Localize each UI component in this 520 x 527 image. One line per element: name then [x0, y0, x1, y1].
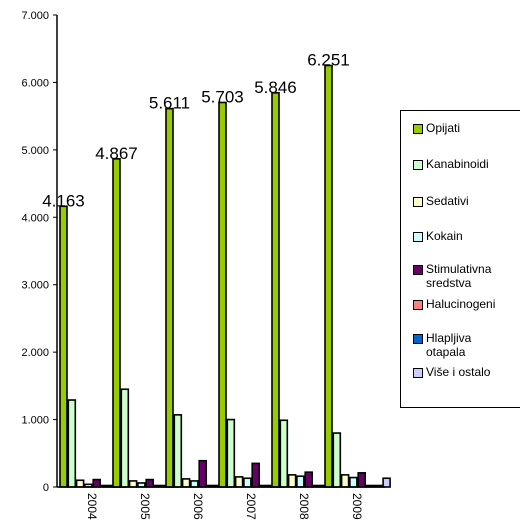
x-tick-label: 2009 — [350, 493, 364, 520]
legend-item: Hlapljiva otapala — [413, 331, 511, 359]
legend-swatch — [413, 197, 423, 207]
x-tick-label: 2007 — [244, 493, 258, 520]
legend-label: Stimulativna sredstva — [426, 262, 492, 290]
bar-kanabinoidi-2007 — [226, 418, 236, 488]
x-tick-label: 2008 — [297, 493, 311, 520]
legend-label: Sedativi — [426, 194, 469, 208]
bar-sedativi-2006 — [181, 478, 191, 488]
bar-opijati-2009 — [324, 64, 333, 488]
y-tick-label: 4.000 — [21, 212, 49, 224]
data-label: 5.846 — [254, 78, 297, 97]
legend-label: Hlapljiva otapala — [426, 331, 472, 359]
bar-stimulativna-sredstva-2006 — [198, 459, 207, 488]
legend-label: Opijati — [426, 121, 461, 135]
y-tick-label: 0 — [43, 482, 49, 494]
bar-opijati-2007 — [218, 101, 227, 488]
legend-item: Kokain — [413, 229, 463, 243]
bar-kokain-2006 — [190, 480, 199, 488]
bar-stimulativna-sredstva-2008 — [304, 471, 314, 488]
legend-label: Kokain — [426, 229, 463, 243]
bar-kanabinoidi-2009 — [332, 432, 342, 488]
bar-sedativi-2004 — [75, 479, 85, 488]
legend-item: Kanabinoidi — [413, 157, 489, 171]
bar-kokain-2009 — [349, 476, 358, 488]
bar-kanabinoidi-2006 — [173, 414, 183, 488]
legend-item: Više i ostalo — [413, 365, 490, 379]
legend-item: Opijati — [413, 121, 460, 135]
bar-opijati-2005 — [112, 158, 121, 488]
legend-swatch — [413, 300, 423, 310]
y-tick-label: 7.000 — [21, 10, 49, 22]
legend-item: Stimulativna sredstva — [413, 262, 511, 290]
y-tick-label: 6.000 — [21, 77, 49, 89]
bar-kokain-2008 — [296, 475, 305, 488]
data-label: 4.163 — [42, 191, 85, 210]
bar-sedativi-2009 — [340, 474, 350, 488]
legend-label: Kanabinoidi — [426, 157, 489, 171]
y-tick-label: 2.000 — [21, 347, 49, 359]
bar-opijati-2008 — [271, 92, 280, 488]
bar-opijati-2006 — [165, 107, 174, 488]
bar-sedativi-2005 — [128, 480, 138, 488]
bar-opijati-2004 — [59, 205, 68, 488]
bar-stimulativna-sredstva-2004 — [92, 478, 101, 488]
y-tick-label: 3.000 — [21, 280, 49, 292]
bar-stimulativna-sredstva-2009 — [357, 472, 367, 488]
data-label: 6.251 — [307, 51, 350, 70]
chart-legend: Opijati Kanabinoidi Sedativi Kokain Stimulat… — [400, 110, 520, 408]
x-tick-label: 2006 — [191, 493, 205, 520]
legend-label: Halucinogeni — [426, 297, 496, 311]
bar-sedativi-2008 — [287, 474, 297, 488]
bar-stimulativna-sredstva-2005 — [145, 478, 154, 488]
legend-swatch — [413, 368, 423, 378]
legend-swatch — [413, 124, 423, 134]
legend-item: Sedativi — [413, 194, 469, 208]
bar-vi-e-i-ostalo-2009 — [382, 477, 391, 488]
legend-swatch — [413, 160, 423, 170]
y-tick-label: 5.000 — [21, 145, 49, 157]
y-tick-label: 1.000 — [21, 415, 49, 427]
bar-kokain-2007 — [243, 477, 252, 488]
legend-swatch — [413, 265, 423, 275]
bar-kanabinoidi-2008 — [279, 419, 289, 488]
data-label: 5.611 — [149, 94, 190, 113]
legend-item: Halucinogeni — [413, 297, 495, 311]
legend-swatch — [413, 232, 423, 242]
legend-label: Više i ostalo — [426, 365, 491, 379]
bar-stimulativna-sredstva-2007 — [251, 462, 260, 488]
bar-sedativi-2007 — [234, 476, 244, 488]
legend-swatch — [413, 334, 423, 344]
bar-kanabinoidi-2005 — [120, 388, 130, 488]
bar-kanabinoidi-2004 — [67, 399, 77, 488]
data-label: 4.867 — [95, 144, 138, 163]
x-tick-label: 2005 — [138, 493, 152, 520]
x-tick-label: 2004 — [85, 493, 99, 520]
data-label: 5.703 — [201, 87, 244, 106]
